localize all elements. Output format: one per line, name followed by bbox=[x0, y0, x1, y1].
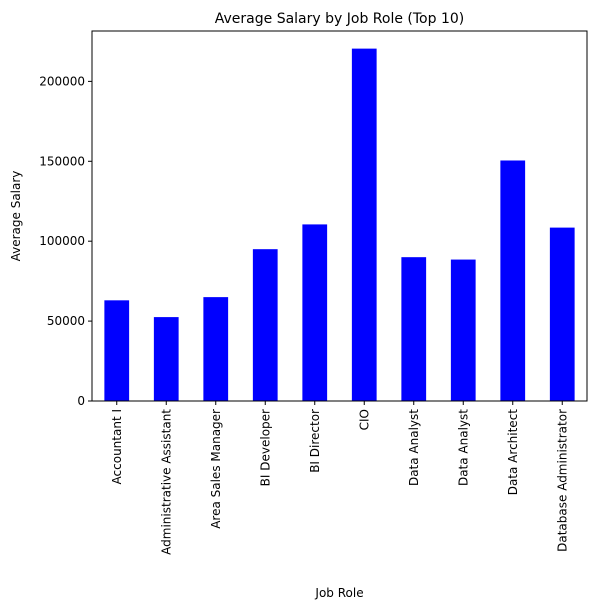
bar-7 bbox=[450, 259, 476, 401]
x-tick-label: Area Sales Manager bbox=[209, 409, 223, 529]
bar-4 bbox=[302, 224, 328, 401]
plot-frame bbox=[91, 30, 588, 402]
x-tick-label: Administrative Assistant bbox=[159, 409, 173, 555]
x-tick-label: Data Analyst bbox=[407, 409, 421, 486]
bar-6 bbox=[401, 257, 427, 401]
y-tick-label: 50000 bbox=[47, 314, 85, 328]
x-tick-label: Data Analyst bbox=[456, 409, 470, 486]
bar-9 bbox=[549, 227, 575, 401]
x-tick-label: Database Administrator bbox=[555, 409, 569, 552]
x-tick-label: BI Director bbox=[308, 409, 322, 473]
y-tick-label: 150000 bbox=[39, 154, 85, 168]
x-tick-label: Accountant I bbox=[110, 409, 124, 484]
bar-5 bbox=[351, 48, 377, 401]
bars-layer bbox=[104, 48, 575, 401]
x-axis: Accountant I Administrative Assistant Area… bbox=[110, 401, 569, 555]
y-tick-label: 100000 bbox=[39, 234, 85, 248]
x-tick-label: Data Architect bbox=[506, 409, 520, 496]
bar-0 bbox=[104, 300, 130, 401]
x-tick-label: BI Developer bbox=[258, 409, 272, 486]
y-tick-label: 0 bbox=[77, 394, 85, 408]
bar-3 bbox=[252, 249, 278, 401]
chart-title: Average Salary by Job Role (Top 10) bbox=[215, 11, 464, 27]
x-axis-label: Job Role bbox=[314, 586, 363, 600]
x-tick-label: CIO bbox=[357, 409, 371, 430]
bar-2 bbox=[203, 297, 229, 401]
y-tick-label: 200000 bbox=[39, 74, 85, 88]
y-axis-label: Average Salary bbox=[9, 171, 23, 262]
bar-8 bbox=[500, 160, 526, 401]
bar-1 bbox=[153, 317, 179, 401]
y-axis: 0 50000 100000 150000 200000 bbox=[39, 74, 92, 408]
